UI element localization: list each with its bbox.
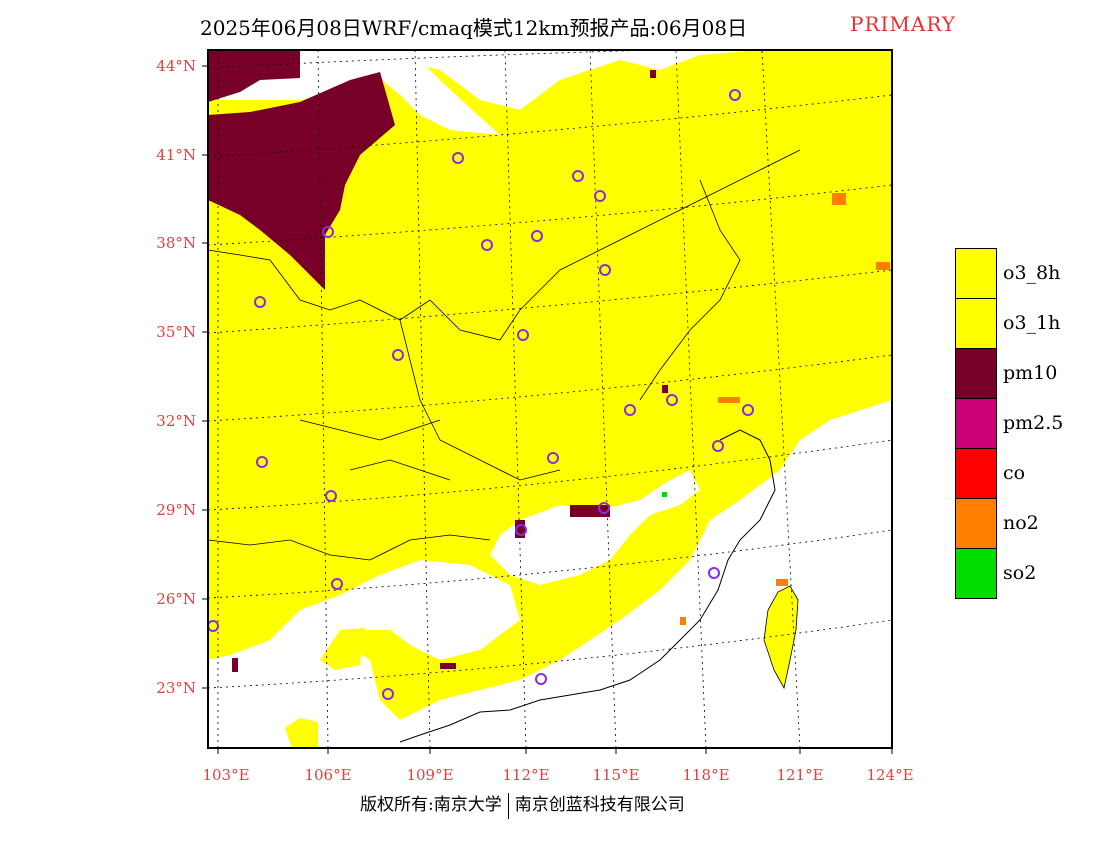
white-gap-center [490,470,700,585]
map-frame [207,49,893,749]
white-gap-south [270,560,520,660]
footer-separator [507,792,509,819]
o3-patch-hainan [285,718,318,748]
o3-patch-south [320,628,365,670]
pm10-spot [440,663,456,669]
lon-label: 109°E [406,766,453,784]
graticule [208,50,892,748]
no2-spot [718,397,740,403]
pm10-spot [662,385,668,393]
o3-region-main [208,50,892,720]
lat-label: 26°N [156,590,196,608]
map-title: 2025年06月08日WRF/cmaq模式12km预报产品:06月08日 PRI… [0,12,1100,42]
no2-spot [876,262,890,270]
lon-label: 106°E [304,766,351,784]
no2-spot [680,617,686,625]
boundaries [208,149,801,561]
legend-swatch [955,548,997,599]
lon-label: 124°E [866,766,913,784]
lat-label: 44°N [156,57,196,75]
lat-tick-labels: 44°N 41°N 38°N 35°N 32°N 29°N 26°N 23°N [156,57,196,697]
sea-east [620,400,892,748]
no2-spot [832,193,846,205]
legend-swatch [955,498,997,549]
primary-tag: PRIMARY [850,12,956,36]
legend-label: pm10 [1003,362,1058,384]
so2-spot [662,492,667,497]
lon-tick-labels: 103°E 106°E 109°E 112°E 115°E 118°E 121°… [202,766,913,784]
legend-label: no2 [1003,512,1039,534]
copyright-footer: 版权所有:南京大学 南京创蓝科技有限公司 [360,790,685,819]
lat-label: 35°N [156,323,196,341]
lon-label: 118°E [682,766,729,784]
legend-swatch [955,448,997,499]
legend-label: so2 [1003,562,1037,584]
pm10-spot [650,70,656,78]
legend-swatch [955,348,997,399]
pm10-spot [570,505,610,517]
pm10-region [208,50,395,290]
lat-label: 38°N [156,234,196,252]
lon-label: 121°E [776,766,823,784]
no2-spot [776,579,788,586]
title-text: 2025年06月08日WRF/cmaq模式12km预报产品:06月08日 [200,16,748,40]
copyright-left: 版权所有:南京大学 [360,795,502,815]
pm10-spot [515,520,525,538]
pm10-spot [232,658,238,672]
lat-label: 23°N [156,679,196,697]
lat-label: 29°N [156,501,196,519]
lat-label: 32°N [156,412,196,430]
lon-label: 115°E [592,766,639,784]
map-area [208,50,892,748]
tick-marks [202,65,893,754]
taiwan [763,585,799,690]
legend-swatch [955,398,997,449]
legend-label: pm2.5 [1003,412,1064,434]
legend-label: co [1003,462,1026,484]
station-markers [208,89,754,700]
copyright-right: 南京创蓝科技有限公司 [514,795,685,815]
legend-label: o3_8h [1003,262,1061,284]
legend-label: o3_1h [1003,312,1061,334]
lat-label: 41°N [156,146,196,164]
coastline [399,429,776,743]
lon-label: 112°E [502,766,549,784]
lon-label: 103°E [202,766,249,784]
legend-swatch [955,248,997,299]
legend-swatch [955,298,997,349]
